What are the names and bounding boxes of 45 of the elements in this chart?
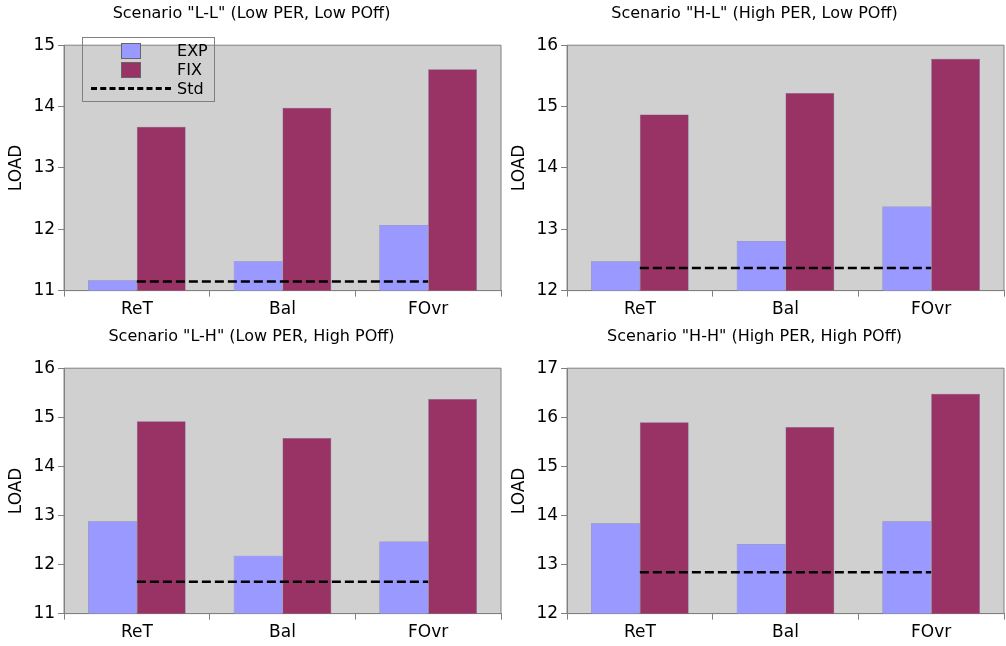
y-tick-label: 14 (33, 94, 56, 115)
y-tick-label: 11 (33, 279, 56, 300)
chart-title: Scenario "H-H" (High PER, High POff) (607, 325, 902, 345)
y-tick-label: 13 (33, 503, 56, 524)
chart-title: Scenario "L-H" (Low PER, High POff) (108, 325, 395, 345)
chart-title: Scenario "H-L" (High PER, Low POff) (611, 2, 898, 22)
x-tick-label: Bal (772, 621, 799, 642)
legend-label: Std (177, 79, 204, 99)
y-axis-title: LOAD (507, 467, 528, 515)
x-tick-label: Bal (772, 298, 799, 319)
y-tick-label: 14 (536, 156, 559, 177)
x-tick-label: ReT (623, 298, 657, 319)
legend-label: FIX (177, 60, 202, 80)
x-tick-label: ReT (623, 621, 657, 642)
y-tick-label: 16 (536, 33, 559, 54)
x-tick-label: Bal (269, 621, 296, 642)
y-tick-label: 15 (536, 454, 559, 475)
x-tick-label: FOvr (408, 621, 449, 642)
y-axis-title: LOAD (507, 144, 528, 192)
y-tick-label: 12 (536, 602, 559, 623)
y-tick-label: 17 (536, 356, 559, 377)
y-tick-label: 16 (33, 356, 56, 377)
x-tick-label: ReT (120, 621, 154, 642)
chart-title: Scenario "L-L" (Low PER, Low POff) (112, 2, 391, 22)
y-tick-label: 14 (33, 454, 56, 475)
y-tick-label: 15 (33, 33, 56, 54)
y-tick-label: 13 (33, 156, 56, 177)
y-tick-label: 15 (536, 94, 559, 115)
legend-label: EXP (177, 41, 208, 61)
y-axis-title: LOAD (4, 144, 25, 192)
x-tick-label: FOvr (408, 298, 449, 319)
y-tick-label: 12 (536, 279, 559, 300)
x-tick-label: ReT (120, 298, 154, 319)
y-axis-title: LOAD (4, 467, 25, 515)
y-tick-label: 12 (33, 217, 56, 238)
y-tick-label: 15 (33, 405, 56, 426)
y-tick-label: 14 (536, 503, 559, 524)
y-tick-label: 12 (33, 552, 56, 573)
x-tick-label: FOvr (911, 298, 952, 319)
y-tick-label: 13 (536, 552, 559, 573)
y-tick-label: 13 (536, 217, 559, 238)
y-tick-label: 11 (33, 602, 56, 623)
x-tick-label: Bal (269, 298, 296, 319)
x-tick-label: FOvr (911, 621, 952, 642)
y-tick-label: 16 (536, 405, 559, 426)
